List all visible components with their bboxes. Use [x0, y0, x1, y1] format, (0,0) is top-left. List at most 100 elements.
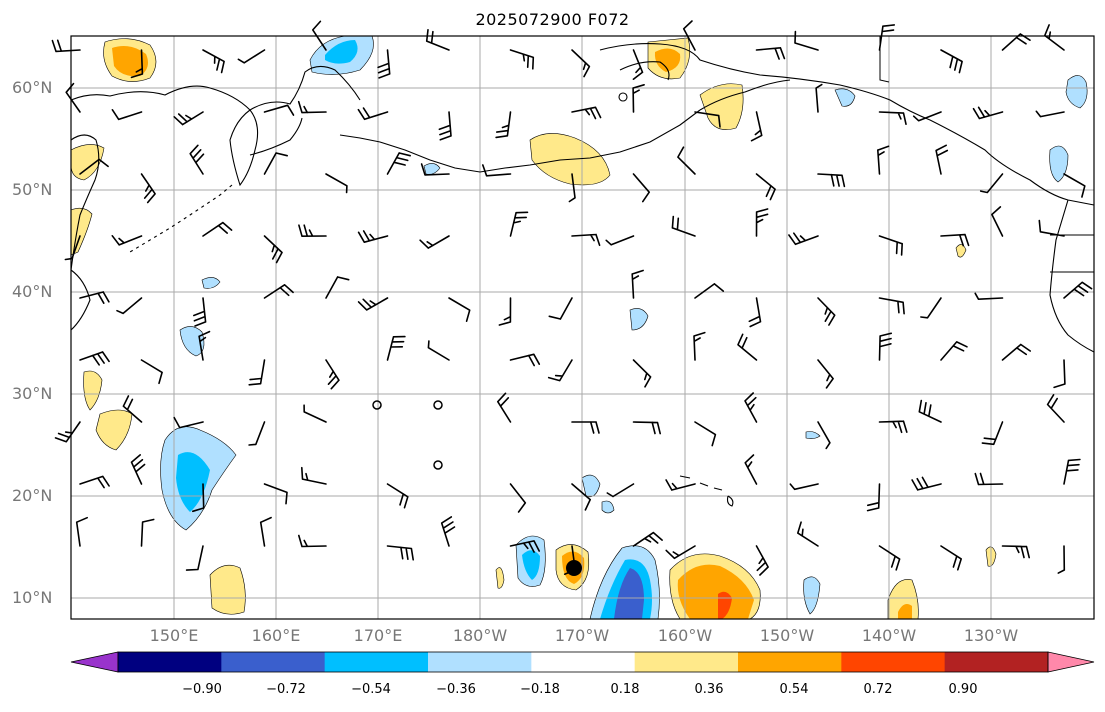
wind-barb [198, 330, 211, 361]
wind-barb [420, 163, 450, 176]
calm-markers [372, 400, 443, 470]
wind-barb [202, 49, 225, 74]
wind-barb [193, 297, 207, 327]
colorbar-swatch [634, 652, 739, 672]
wind-barb [1046, 394, 1065, 423]
wind-barb [748, 297, 762, 328]
wind-barb [665, 545, 696, 560]
lon-label-180w: 180°W [452, 626, 508, 645]
wind-barb [665, 479, 696, 491]
wind-barb [755, 208, 769, 237]
wind-barb [817, 173, 846, 188]
wind-barb [878, 24, 895, 51]
wind-barb [571, 233, 601, 247]
wind-barb [878, 297, 905, 315]
wind-barb [263, 483, 288, 505]
colorbar-swatch [531, 652, 636, 672]
wind-barb [325, 173, 348, 194]
wind-barb [357, 297, 389, 311]
wind-barb [817, 297, 836, 326]
wind-barb [259, 516, 272, 547]
wind-barb [744, 454, 758, 485]
colorbar-label: −0.72 [266, 682, 306, 697]
colorbar-label: 0.72 [863, 682, 893, 697]
wind-barb [1001, 343, 1031, 361]
wind-barb [51, 39, 81, 53]
wind-barb [140, 359, 163, 385]
wind-barb [312, 20, 327, 51]
wind-barb [509, 483, 527, 513]
colorbar-swatch [738, 652, 842, 672]
wind-barb [497, 392, 512, 423]
wind-barb [788, 232, 819, 246]
wind-barb [386, 483, 409, 509]
wind-barb [571, 106, 602, 120]
wind-barb [357, 107, 389, 121]
wind-barb [495, 111, 512, 139]
wind-barb [794, 30, 819, 51]
wind-barb [547, 359, 573, 382]
lon-label-160w: 160°W [657, 626, 713, 645]
wind-barb [815, 83, 823, 113]
wind-barb [981, 421, 1004, 446]
wind-barb [737, 333, 758, 361]
wind-barb [202, 221, 233, 237]
wind-barb [912, 111, 942, 122]
lon-label-150w: 150°W [759, 626, 815, 645]
wind-barb [797, 521, 819, 547]
lon-label-170e: 170°E [353, 626, 403, 645]
colorbar-extend-high [1047, 651, 1095, 673]
wind-barb [605, 235, 635, 246]
wind-barb [571, 421, 600, 434]
wind-barb [755, 545, 769, 576]
wind-barb [79, 351, 110, 366]
wind-barb [972, 106, 1004, 120]
wind-barb [991, 206, 1004, 237]
colorbar-swatch [428, 652, 532, 672]
wind-barb [75, 516, 88, 547]
wind-barb [878, 420, 908, 434]
wind-barb [377, 49, 391, 79]
graticule [71, 36, 1094, 619]
wind-barb [744, 392, 758, 423]
wind-barb [79, 475, 110, 489]
wind-barb [301, 466, 327, 485]
wind-barb [974, 472, 1004, 486]
wind-barb [509, 49, 535, 70]
wind-barb [866, 483, 881, 512]
wind-barb [357, 230, 389, 243]
wind-barb [173, 416, 204, 429]
wind-barb [140, 518, 155, 547]
wind-barb [1038, 219, 1065, 237]
wind-barb [817, 359, 834, 389]
wind-barb [237, 49, 266, 64]
wind-barb [482, 164, 512, 177]
wind-barb [263, 284, 294, 299]
wind-barb [1063, 458, 1081, 485]
lon-label-170w: 170°W [554, 626, 610, 645]
colorbar-label: 0.90 [948, 682, 978, 697]
coastlines [70, 36, 1095, 507]
wind-barb [189, 144, 205, 175]
wind-barb [298, 534, 327, 548]
wind-barb [817, 421, 831, 450]
colorbar-label: 0.18 [610, 682, 640, 697]
wind-barb [386, 545, 414, 561]
wind-barb [297, 100, 327, 114]
wind-barb [325, 359, 340, 390]
lon-label-150e: 150°E [149, 626, 199, 645]
wind-barb [918, 399, 942, 423]
lat-label-40n: 40°N [12, 282, 53, 301]
wind-barb [386, 152, 411, 175]
wind-barb [325, 276, 350, 299]
wind-barb [79, 158, 109, 175]
colorbar [70, 651, 1095, 673]
wind-barb [671, 215, 696, 237]
wind-barb [1035, 110, 1065, 118]
lon-label-140w: 140°W [861, 626, 917, 645]
wind-barb [1063, 281, 1093, 299]
lon-label-160e: 160°E [251, 626, 301, 645]
wind-barb [789, 483, 819, 491]
lat-label-50n: 50°N [12, 180, 53, 199]
wind-barb [111, 235, 143, 246]
